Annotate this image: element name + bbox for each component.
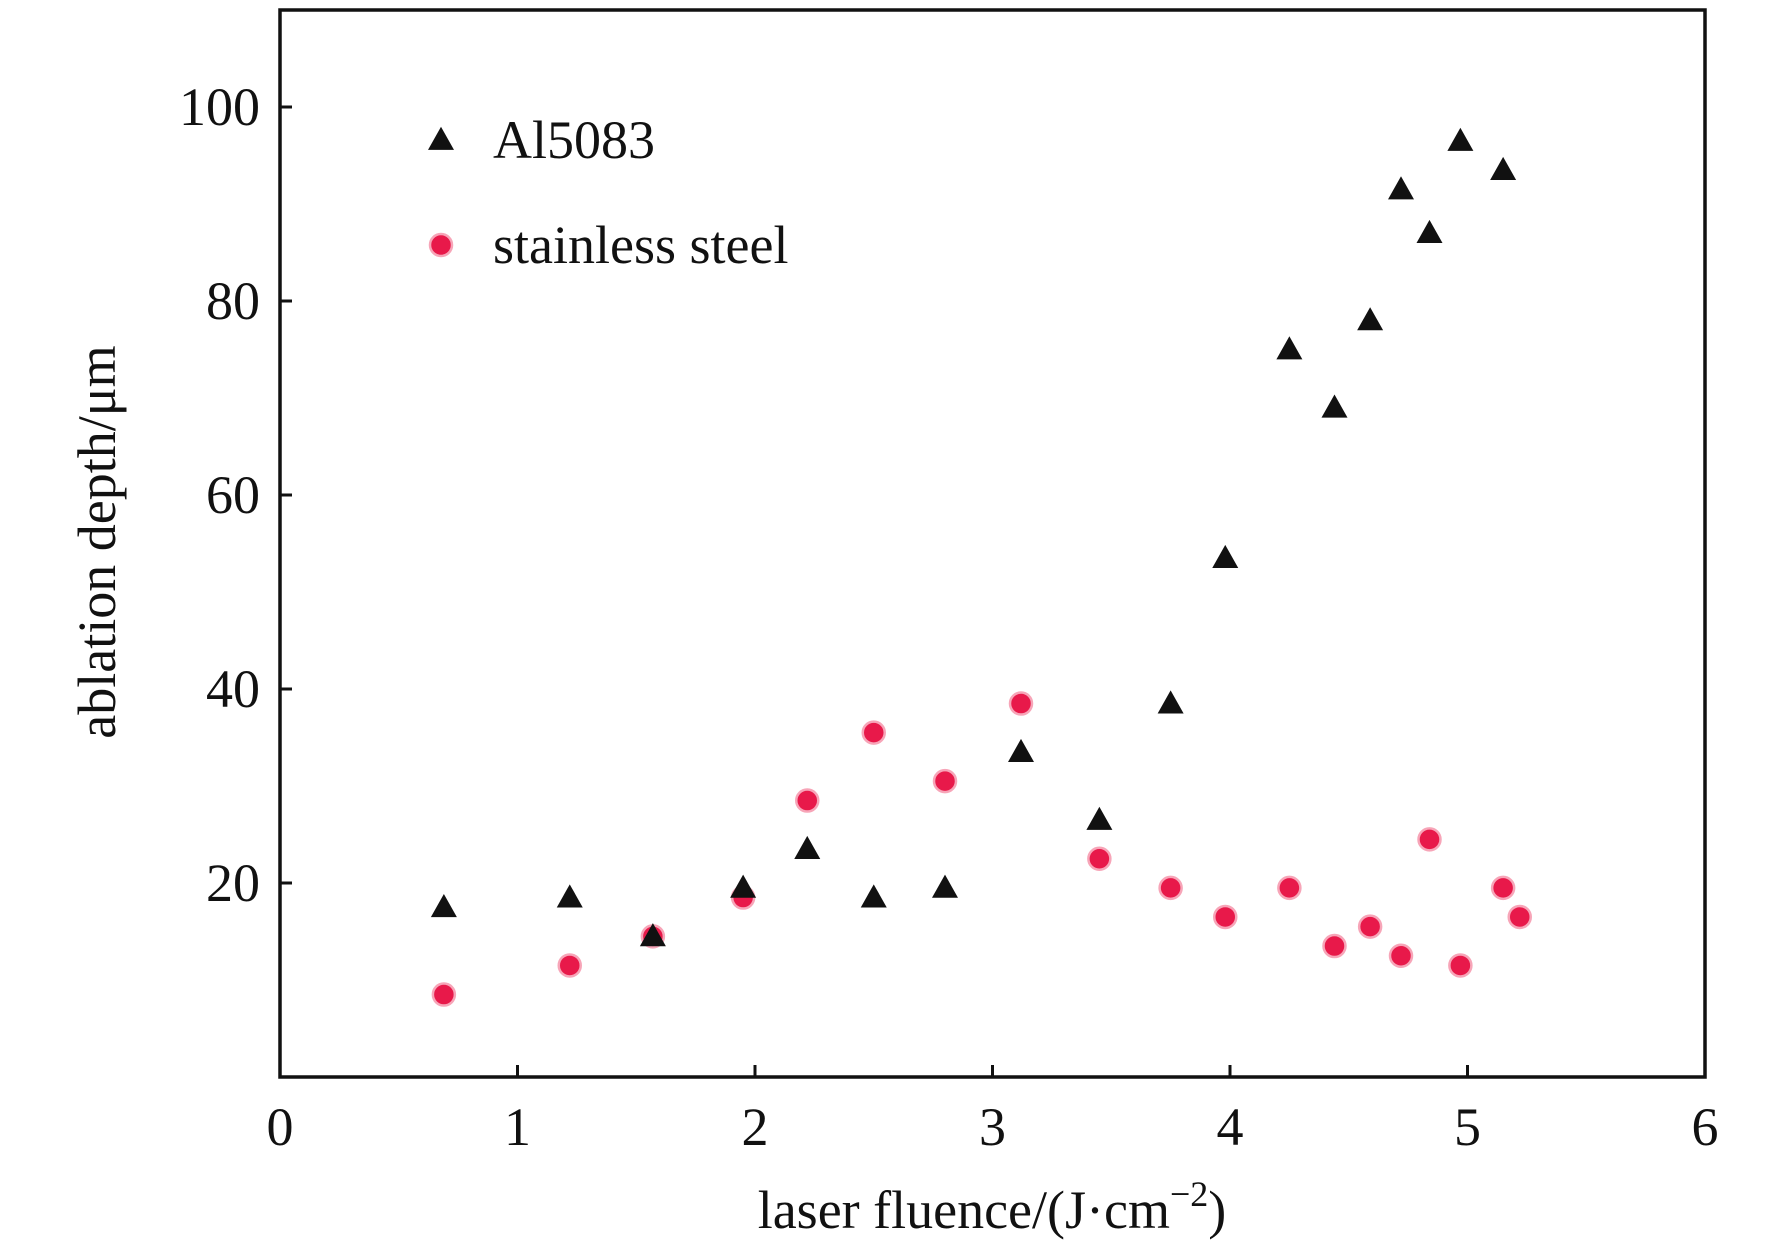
plot-frame	[278, 8, 1707, 1079]
circle-point	[1417, 827, 1442, 852]
triangle-point	[1490, 156, 1517, 180]
triangle-point	[1212, 544, 1239, 568]
circle-point	[1507, 904, 1532, 930]
triangle-point	[730, 874, 757, 898]
triangle-point	[860, 884, 887, 908]
data-points	[430, 127, 1532, 1007]
x-tick-label: 6	[1692, 1097, 1719, 1157]
circle-point	[1388, 943, 1414, 968]
triangle-point	[556, 884, 583, 908]
triangle-point	[1276, 336, 1303, 360]
y-tick-label: 40	[206, 659, 260, 719]
triangle-point	[430, 894, 457, 918]
circle-point	[795, 788, 820, 813]
legend-entry: stainless steel	[428, 215, 788, 275]
x-axis-label: laser fluence/(J·cm−2)	[758, 1174, 1227, 1240]
x-tick-label: 0	[267, 1097, 294, 1157]
circle-point	[861, 720, 886, 745]
series-stainless-steel	[431, 691, 1532, 1007]
x-tick-label: 2	[742, 1097, 769, 1157]
triangle-point	[639, 923, 666, 947]
legend: Al5083 stainless steel	[428, 110, 788, 275]
triangle-point	[1357, 307, 1384, 331]
triangle-point	[1157, 690, 1184, 714]
circle-point	[1008, 691, 1034, 716]
y-axis-label: ablation depth/μm	[67, 345, 127, 738]
circle-point	[1213, 904, 1238, 930]
legend-circle-marker	[428, 232, 454, 258]
legend-triangle-marker	[428, 126, 454, 150]
y-tick-label: 60	[206, 465, 260, 525]
circle-point	[1448, 953, 1473, 978]
circle-point	[557, 953, 582, 978]
y-tick-label: 80	[206, 271, 260, 331]
triangle-point	[1388, 176, 1414, 200]
triangle-point	[794, 835, 821, 859]
x-tick-label: 4	[1217, 1097, 1244, 1157]
x-tick-label: 5	[1454, 1097, 1481, 1157]
y-tick-label: 20	[206, 853, 260, 913]
circle-point	[1357, 914, 1383, 939]
circle-point	[1322, 933, 1347, 959]
legend-entry: Al5083	[428, 110, 655, 170]
x-axis-ticks: 0 1 2 3 4 5 6	[267, 1065, 1719, 1157]
circle-point	[1277, 875, 1302, 901]
legend-label: stainless steel	[493, 215, 788, 275]
triangle-point	[1447, 127, 1474, 151]
x-tick-label: 1	[504, 1097, 531, 1157]
triangle-point	[932, 874, 958, 898]
legend-label: Al5083	[493, 110, 655, 170]
triangle-point	[1416, 219, 1443, 243]
y-axis-ticks: 20 40 60 80 100	[179, 77, 292, 913]
circle-point	[932, 768, 958, 794]
x-tick-label: 3	[979, 1097, 1006, 1157]
circle-point	[431, 982, 457, 1007]
triangle-point	[1321, 394, 1348, 418]
circle-point	[1158, 875, 1183, 901]
triangle-point	[1086, 806, 1113, 830]
triangle-point	[1008, 738, 1034, 762]
circle-point	[1087, 846, 1112, 871]
y-tick-label: 100	[179, 77, 260, 137]
series-al5083	[430, 127, 1517, 947]
circle-point	[1490, 875, 1516, 901]
